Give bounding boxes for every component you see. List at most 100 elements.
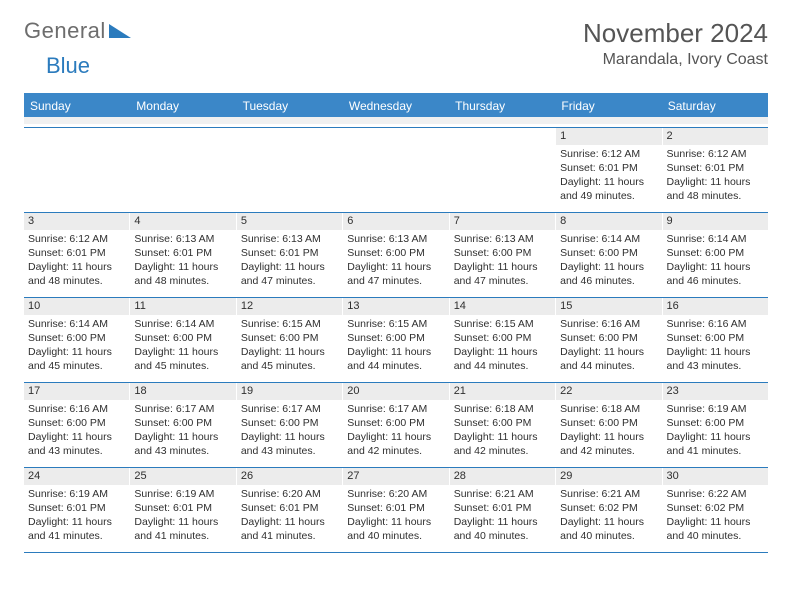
daylight-line: Daylight: 11 hours and 48 minutes. (134, 260, 231, 288)
daylight-line: Daylight: 11 hours and 42 minutes. (454, 430, 551, 458)
sunrise-line: Sunrise: 6:17 AM (134, 402, 231, 416)
sunrise-line: Sunrise: 6:13 AM (454, 232, 551, 246)
day-number: 11 (130, 298, 235, 315)
title-block: November 2024 Marandala, Ivory Coast (583, 18, 768, 69)
sunrise-line: Sunrise: 6:12 AM (560, 147, 657, 161)
day-number: 10 (24, 298, 129, 315)
day-number: 26 (237, 468, 342, 485)
day-number: 19 (237, 383, 342, 400)
calendar-body: 1Sunrise: 6:12 AMSunset: 6:01 PMDaylight… (24, 127, 768, 553)
day-number: 16 (663, 298, 768, 315)
calendar-day-cell: 17Sunrise: 6:16 AMSunset: 6:00 PMDayligh… (24, 383, 130, 467)
day-number: 6 (343, 213, 448, 230)
calendar-week-row: 24Sunrise: 6:19 AMSunset: 6:01 PMDayligh… (24, 467, 768, 553)
sunset-line: Sunset: 6:00 PM (560, 246, 657, 260)
logo-text-blue: Blue (46, 53, 90, 78)
weekday-header: Monday (130, 95, 236, 117)
sunset-line: Sunset: 6:01 PM (134, 246, 231, 260)
day-number: 13 (343, 298, 448, 315)
calendar-day-cell: 19 Sunrise: 6:17 AMSunset: 6:00 PMDayligh… (237, 383, 343, 467)
day-number: 17 (24, 383, 129, 400)
daylight-line: Daylight: 11 hours and 47 minutes. (347, 260, 444, 288)
day-number: 12 (237, 298, 342, 315)
sunrise-line: Sunrise: 6:13 AM (347, 232, 444, 246)
sunset-line: Sunset: 6:01 PM (560, 161, 657, 175)
daylight-line: Daylight: 11 hours and 41 minutes. (28, 515, 125, 543)
day-number: 4 (130, 213, 235, 230)
daylight-line: Daylight: 11 hours and 40 minutes. (667, 515, 764, 543)
sunrise-line: Sunrise: 6:17 AM (347, 402, 444, 416)
sunrise-line: Sunrise: 6:14 AM (28, 317, 125, 331)
calendar: Sunday Monday Tuesday Wednesday Thursday… (24, 93, 768, 553)
sunset-line: Sunset: 6:00 PM (347, 416, 444, 430)
calendar-day-cell: 29Sunrise: 6:21 AMSunset: 6:02 PMDayligh… (556, 468, 662, 552)
sunrise-line: Sunrise: 6:15 AM (241, 317, 338, 331)
daylight-line: Daylight: 11 hours and 45 minutes. (241, 345, 338, 373)
calendar-day-cell: 4Sunrise: 6:13 AMSunset: 6:01 PMDaylight… (130, 213, 236, 297)
day-number: 25 (130, 468, 235, 485)
day-number: 18 (130, 383, 235, 400)
sunrise-line: Sunrise: 6:13 AM (241, 232, 338, 246)
sunset-line: Sunset: 6:00 PM (28, 331, 125, 345)
weekday-header: Tuesday (237, 95, 343, 117)
calendar-day-cell: 7Sunrise: 6:13 AMSunset: 6:00 PMDaylight… (450, 213, 556, 297)
calendar-day-cell: 23 Sunrise: 6:19 AMSunset: 6:00 PMDayligh… (663, 383, 768, 467)
sunrise-line: Sunrise: 6:19 AM (667, 402, 764, 416)
daylight-line: Daylight: 11 hours and 43 minutes. (667, 345, 764, 373)
sunrise-line: Sunrise: 6:16 AM (560, 317, 657, 331)
calendar-day-cell: 5Sunrise: 6:13 AMSunset: 6:01 PMDaylight… (237, 213, 343, 297)
sunset-line: Sunset: 6:00 PM (28, 416, 125, 430)
sunrise-line: Sunrise: 6:14 AM (667, 232, 764, 246)
calendar-day-cell (237, 128, 343, 212)
sunset-line: Sunset: 6:01 PM (454, 501, 551, 515)
calendar-day-cell: 6Sunrise: 6:13 AMSunset: 6:00 PMDaylight… (343, 213, 449, 297)
day-number: 23 (663, 383, 768, 400)
sunrise-line: Sunrise: 6:20 AM (347, 487, 444, 501)
daylight-line: Daylight: 11 hours and 41 minutes. (667, 430, 764, 458)
weekday-header-row: Sunday Monday Tuesday Wednesday Thursday… (24, 93, 768, 117)
day-number: 22 (556, 383, 661, 400)
calendar-day-cell: 3Sunrise: 6:12 AMSunset: 6:01 PMDaylight… (24, 213, 130, 297)
day-number: 21 (450, 383, 555, 400)
sunrise-line: Sunrise: 6:17 AM (241, 402, 338, 416)
sunrise-line: Sunrise: 6:19 AM (134, 487, 231, 501)
sunset-line: Sunset: 6:00 PM (454, 416, 551, 430)
daylight-line: Daylight: 11 hours and 49 minutes. (560, 175, 657, 203)
day-number: 28 (450, 468, 555, 485)
sunset-line: Sunset: 6:01 PM (28, 246, 125, 260)
daylight-line: Daylight: 11 hours and 45 minutes. (134, 345, 231, 373)
sunset-line: Sunset: 6:00 PM (560, 331, 657, 345)
calendar-day-cell (24, 128, 130, 212)
weekday-header: Sunday (24, 95, 130, 117)
calendar-week-row: 17Sunrise: 6:16 AMSunset: 6:00 PMDayligh… (24, 382, 768, 467)
day-number: 20 (343, 383, 448, 400)
sunset-line: Sunset: 6:00 PM (667, 416, 764, 430)
daylight-line: Daylight: 11 hours and 48 minutes. (667, 175, 764, 203)
day-number: 24 (24, 468, 129, 485)
daylight-line: Daylight: 11 hours and 48 minutes. (28, 260, 125, 288)
day-number: 2 (663, 128, 768, 145)
calendar-week-row: 1Sunrise: 6:12 AMSunset: 6:01 PMDaylight… (24, 127, 768, 212)
sunset-line: Sunset: 6:00 PM (241, 416, 338, 430)
calendar-day-cell: 15Sunrise: 6:16 AMSunset: 6:00 PMDayligh… (556, 298, 662, 382)
sunrise-line: Sunrise: 6:12 AM (28, 232, 125, 246)
daylight-line: Daylight: 11 hours and 43 minutes. (241, 430, 338, 458)
sunrise-line: Sunrise: 6:18 AM (560, 402, 657, 416)
sunset-line: Sunset: 6:00 PM (241, 331, 338, 345)
spacer-row (24, 117, 768, 127)
location: Marandala, Ivory Coast (583, 51, 768, 69)
sunrise-line: Sunrise: 6:15 AM (347, 317, 444, 331)
sunset-line: Sunset: 6:00 PM (560, 416, 657, 430)
calendar-day-cell: 27Sunrise: 6:20 AMSunset: 6:01 PMDayligh… (343, 468, 449, 552)
sunset-line: Sunset: 6:01 PM (134, 501, 231, 515)
daylight-line: Daylight: 11 hours and 41 minutes. (134, 515, 231, 543)
sunrise-line: Sunrise: 6:20 AM (241, 487, 338, 501)
sunset-line: Sunset: 6:02 PM (560, 501, 657, 515)
day-number: 8 (556, 213, 661, 230)
day-number: 30 (663, 468, 768, 485)
calendar-day-cell (343, 128, 449, 212)
sunset-line: Sunset: 6:00 PM (454, 246, 551, 260)
daylight-line: Daylight: 11 hours and 43 minutes. (134, 430, 231, 458)
calendar-day-cell: 28Sunrise: 6:21 AMSunset: 6:01 PMDayligh… (450, 468, 556, 552)
calendar-day-cell: 10Sunrise: 6:14 AMSunset: 6:00 PMDayligh… (24, 298, 130, 382)
